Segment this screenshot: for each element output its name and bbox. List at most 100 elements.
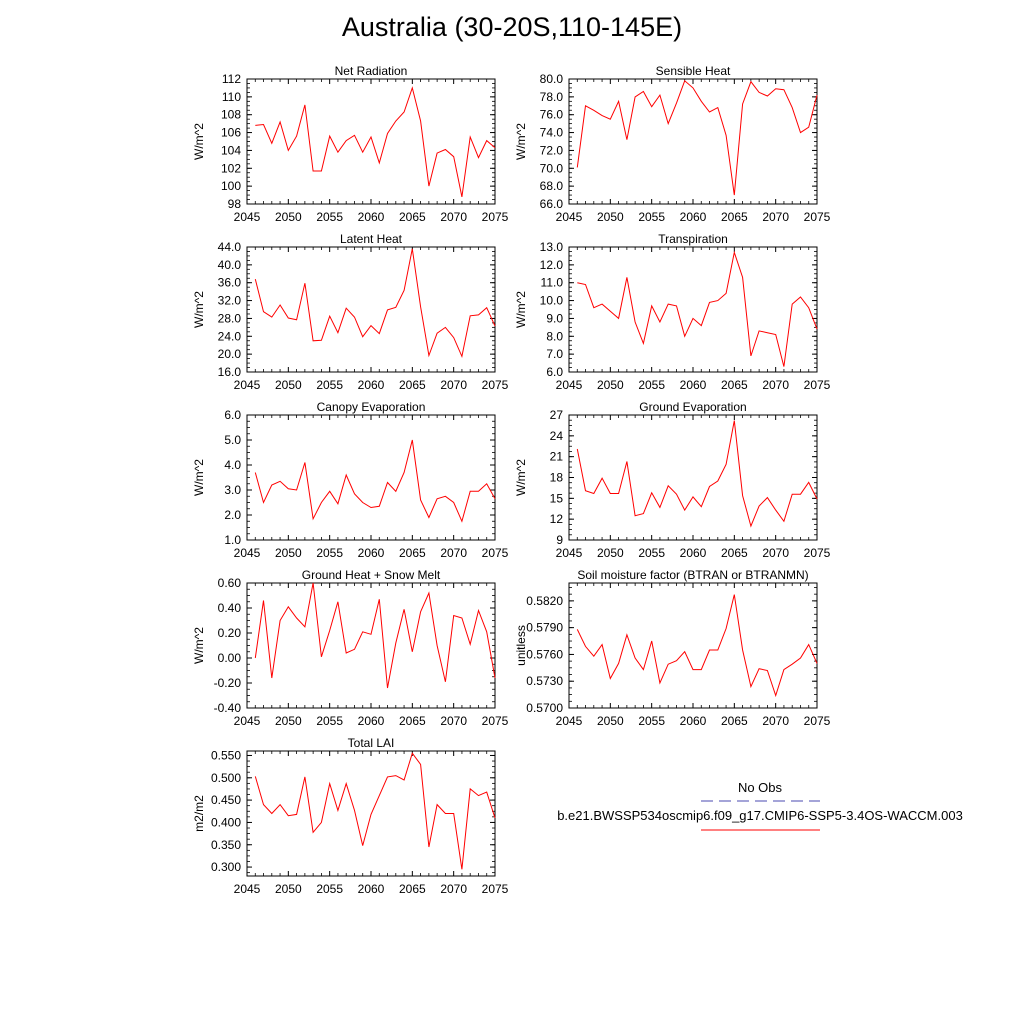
x-tick-label: 2055	[316, 714, 343, 728]
x-tick-label: 2060	[358, 210, 385, 224]
y-tick-label: 110	[222, 90, 241, 104]
y-axis-label: W/m^2	[192, 291, 206, 328]
y-tick-label: 108	[221, 108, 241, 122]
x-tick-label: 2065	[399, 378, 426, 392]
x-tick-label: 2050	[597, 378, 624, 392]
y-tick-label: 112	[222, 72, 241, 86]
panel-title: Ground Evaporation	[639, 400, 746, 414]
y-axis-label: m2/m2	[192, 795, 206, 832]
x-tick-label: 2045	[234, 378, 261, 392]
x-tick-label: 2045	[234, 546, 261, 560]
x-tick-label: 2055	[638, 714, 665, 728]
chart-panels: Net Radiation W/m^2 98 100 102 104 106 108 110 11…	[192, 64, 831, 896]
x-tick-label: 2075	[482, 378, 509, 392]
y-tick-label: 0.5760	[526, 647, 563, 661]
y-tick-label: 9	[556, 533, 563, 547]
y-tick-label: 24.0	[218, 329, 242, 343]
y-tick-label: 10.0	[540, 294, 564, 308]
y-tick-label: 5.0	[224, 433, 241, 447]
panel-title: Soil moisture factor (BTRAN or BTRANMN)	[577, 568, 808, 582]
x-tick-label: 2045	[556, 378, 583, 392]
y-tick-label: 0.5730	[526, 674, 563, 688]
y-tick-label: 74.0	[540, 126, 564, 140]
y-tick-label: 78.0	[540, 90, 564, 104]
x-tick-label: 2075	[482, 882, 509, 896]
y-tick-label: 1.0	[224, 533, 241, 547]
y-tick-label: 0.00	[218, 651, 242, 665]
x-tick-label: 2050	[275, 210, 302, 224]
panel-title: Sensible Heat	[656, 64, 731, 78]
y-tick-label: 76.0	[540, 108, 564, 122]
panel-5: Ground Evaporation W/m^2 9 12 15 18 21 24 27 2045…	[514, 400, 831, 560]
y-tick-label: 18	[550, 471, 564, 485]
plot-frame	[246, 78, 496, 205]
x-tick-label: 2050	[275, 546, 302, 560]
y-tick-label: 0.450	[211, 793, 241, 807]
x-tick-label: 2070	[762, 546, 789, 560]
y-tick-label: 98	[228, 197, 242, 211]
y-tick-label: 104	[221, 143, 241, 157]
x-tick-label: 2065	[399, 210, 426, 224]
panel-6: Ground Heat + Snow Melt W/m^2 -0.40 -0.20 0.…	[192, 568, 509, 728]
plot-frame	[568, 246, 818, 373]
x-tick-label: 2065	[721, 546, 748, 560]
x-tick-label: 2065	[399, 714, 426, 728]
x-tick-label: 2045	[234, 210, 261, 224]
x-tick-label: 2065	[721, 714, 748, 728]
y-tick-label: 15	[550, 491, 564, 505]
x-tick-label: 2070	[440, 378, 467, 392]
y-axis-label: W/m^2	[192, 459, 206, 496]
series-line	[576, 420, 818, 528]
x-tick-label: 2065	[399, 546, 426, 560]
x-tick-label: 2060	[680, 546, 707, 560]
panel-title: Latent Heat	[340, 232, 403, 246]
y-axis-label: W/m^2	[514, 291, 528, 328]
y-tick-label: -0.40	[214, 701, 242, 715]
y-tick-label: 102	[221, 161, 241, 175]
x-tick-label: 2070	[440, 546, 467, 560]
x-tick-label: 2055	[638, 210, 665, 224]
panel-7: Soil moisture factor (BTRAN or BTRANMN) u…	[514, 568, 831, 728]
y-tick-label: 0.5700	[526, 701, 563, 715]
y-tick-label: 100	[221, 179, 241, 193]
y-tick-label: 20.0	[218, 347, 242, 361]
series-line	[255, 86, 496, 197]
panel-title: Transpiration	[658, 232, 728, 246]
x-tick-label: 2045	[556, 714, 583, 728]
y-tick-label: 0.60	[218, 576, 242, 590]
panel-title: Canopy Evaporation	[317, 400, 426, 414]
y-tick-label: 0.40	[218, 601, 242, 615]
x-tick-label: 2065	[399, 882, 426, 896]
y-tick-label: 0.350	[211, 838, 241, 852]
x-tick-label: 2075	[482, 210, 509, 224]
x-tick-label: 2070	[762, 714, 789, 728]
y-tick-label: 28.0	[218, 311, 242, 325]
series-line	[254, 248, 496, 359]
y-tick-label: 0.5820	[526, 594, 563, 608]
y-tick-label: 106	[221, 126, 241, 140]
y-tick-label: 80.0	[540, 72, 564, 86]
x-tick-label: 2045	[556, 546, 583, 560]
panel-1: Sensible Heat W/m^2 66.0 68.0 70.0 72.0 74.0 76…	[514, 64, 831, 224]
y-tick-label: 6.0	[546, 365, 563, 379]
y-tick-label: 36.0	[218, 276, 242, 290]
y-tick-label: 66.0	[540, 197, 564, 211]
x-tick-label: 2075	[804, 546, 831, 560]
y-tick-label: 13.0	[540, 240, 564, 254]
x-tick-label: 2070	[762, 210, 789, 224]
y-tick-label: 11.0	[541, 276, 564, 290]
x-tick-label: 2055	[316, 882, 343, 896]
y-tick-label: 40.0	[218, 258, 242, 272]
x-tick-label: 2075	[482, 546, 509, 560]
x-tick-label: 2050	[597, 546, 624, 560]
panel-4: Canopy Evaporation W/m^2 1.0 2.0 3.0 4.0 5.0 6.…	[192, 400, 509, 560]
panel-2: Latent Heat W/m^2 16.0 20.0 24.0 28.0 32.0 36.0…	[192, 232, 509, 392]
y-tick-label: 6.0	[224, 408, 241, 422]
x-tick-label: 2050	[275, 378, 302, 392]
x-tick-label: 2045	[556, 210, 583, 224]
x-tick-label: 2055	[316, 210, 343, 224]
x-tick-label: 2065	[721, 378, 748, 392]
plot-frame	[568, 414, 818, 541]
y-axis-label: unitless	[514, 625, 528, 666]
